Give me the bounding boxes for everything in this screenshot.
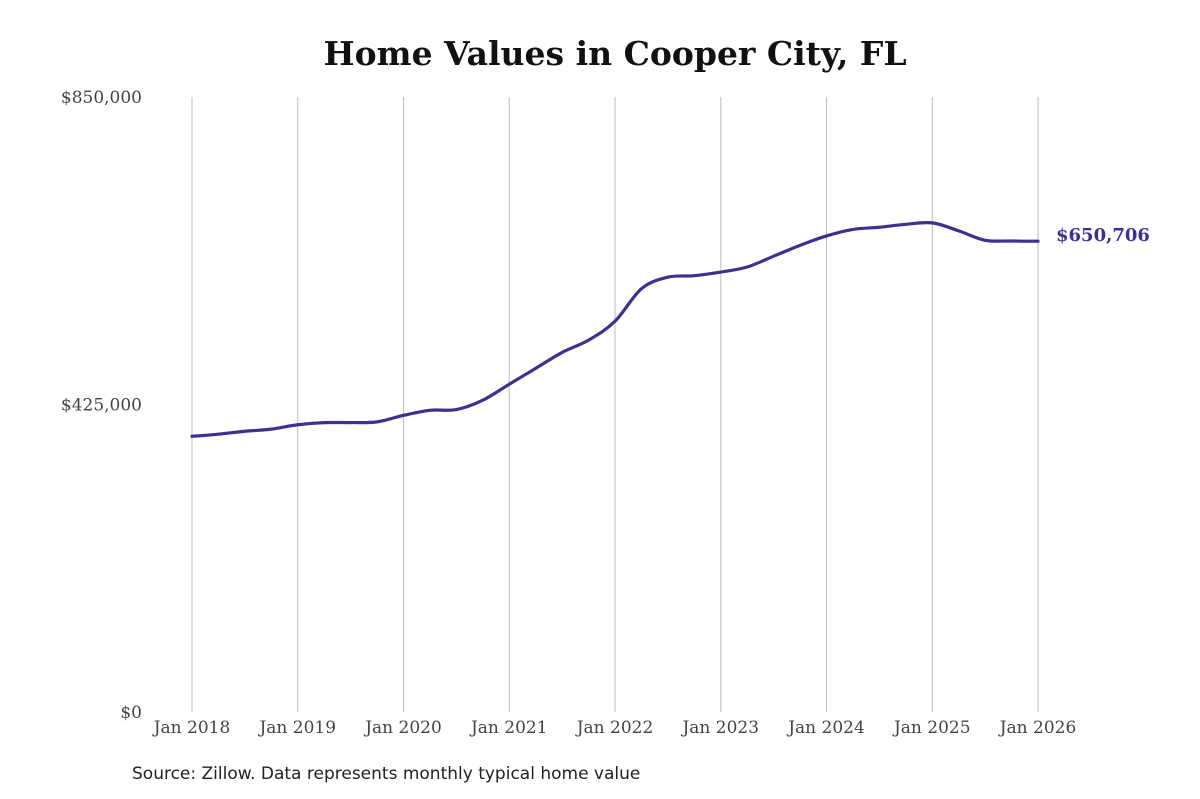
x-tick-label: Jan 2025 bbox=[892, 718, 971, 738]
y-tick-label: $425,000 bbox=[61, 396, 142, 416]
home-value-line bbox=[190, 220, 1040, 438]
y-tick-label: $850,000 bbox=[61, 88, 142, 108]
x-tick-label: Jan 2018 bbox=[152, 718, 231, 738]
y-axis-ticks: $0 $425,000 $850,000 bbox=[61, 88, 142, 723]
x-tick-label: Jan 2019 bbox=[257, 718, 336, 738]
chart-title: Home Values in Cooper City, FL bbox=[323, 34, 907, 73]
x-tick-label: Jan 2021 bbox=[469, 718, 548, 738]
x-tick-label: Jan 2022 bbox=[575, 718, 654, 738]
end-value-label: $650,706 bbox=[1056, 225, 1150, 246]
source-note: Source: Zillow. Data represents monthly … bbox=[132, 764, 641, 784]
y-tick-label: $0 bbox=[120, 703, 142, 723]
x-tick-label: Jan 2026 bbox=[998, 718, 1077, 738]
x-axis-ticks: Jan 2018 Jan 2019 Jan 2020 Jan 2021 Jan 2022… bbox=[152, 718, 1077, 738]
x-tick-label: Jan 2023 bbox=[680, 718, 759, 738]
x-tick-label: Jan 2020 bbox=[363, 718, 442, 738]
x-tick-label: Jan 2024 bbox=[786, 718, 865, 738]
gridlines bbox=[191, 97, 1039, 712]
